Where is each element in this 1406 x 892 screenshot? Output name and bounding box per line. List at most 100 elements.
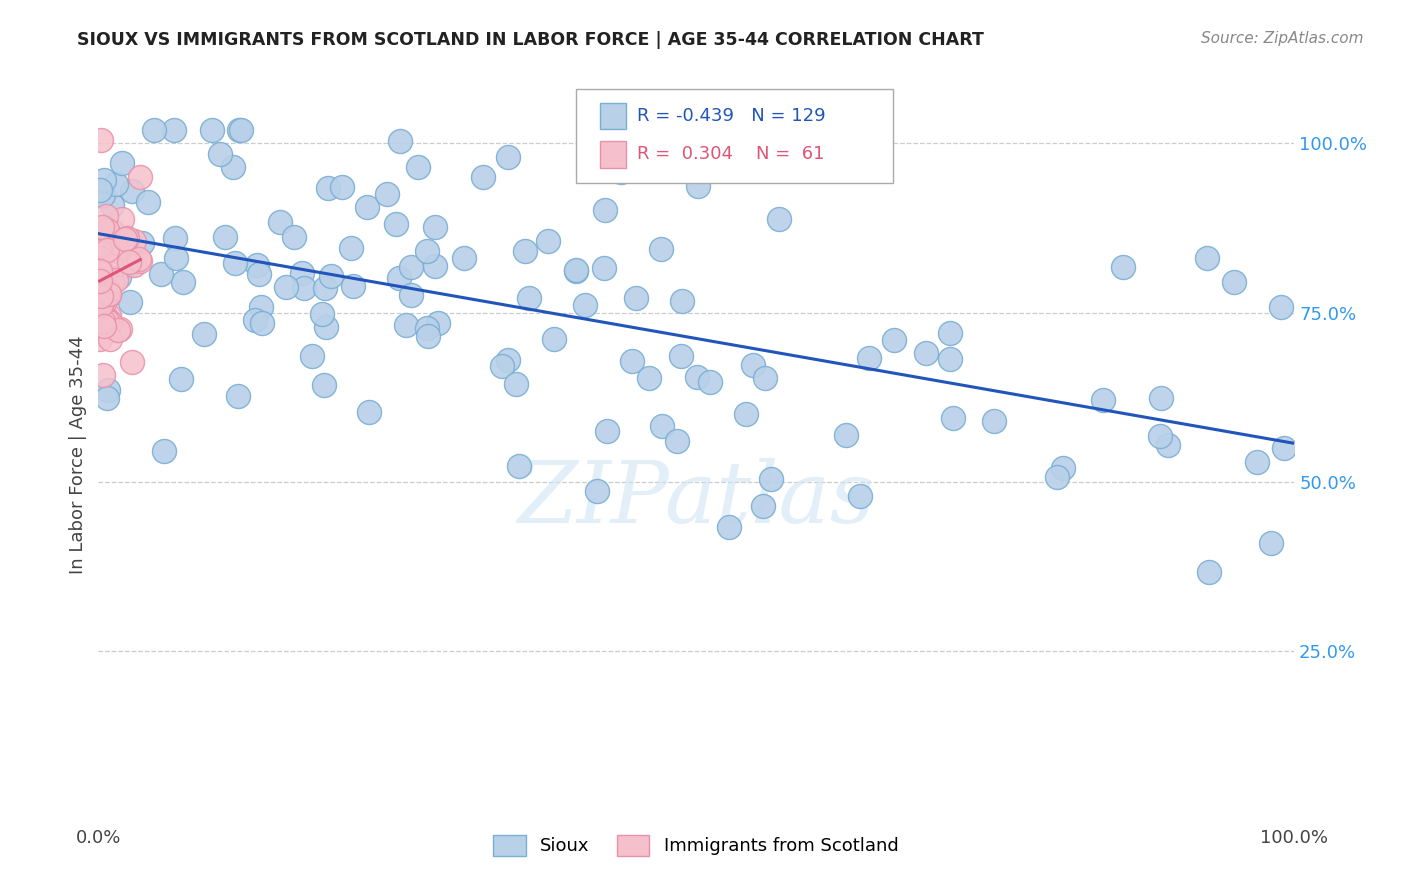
Point (89, 261, 111, 276)
Point (513, 244, 536, 258)
Point (129, 253, 152, 268)
Point (114, 232, 136, 246)
Point (1260, 535, 1282, 549)
Point (1272, 441, 1295, 455)
Point (741, 359, 763, 373)
Point (416, 320, 439, 334)
Point (637, 371, 659, 385)
Point (315, 320, 337, 334)
Point (519, 291, 541, 305)
Point (1149, 429, 1171, 443)
Point (388, 271, 411, 285)
Point (593, 203, 616, 218)
Point (111, 212, 134, 227)
Point (163, 230, 186, 244)
Point (93, 318, 115, 333)
Point (1270, 301, 1292, 315)
Text: R =  0.304    N =  61: R = 0.304 N = 61 (637, 145, 824, 163)
Point (96, 244, 118, 258)
Point (245, 313, 267, 327)
Point (98, 230, 121, 244)
Point (339, 241, 361, 255)
Point (754, 371, 776, 385)
Point (1046, 470, 1069, 484)
Point (97, 383, 120, 397)
Point (214, 230, 236, 244)
Point (624, 291, 647, 305)
Point (90, 236, 112, 251)
Point (90, 133, 112, 147)
Point (543, 332, 565, 346)
Point (342, 279, 364, 293)
Text: ZIPatlas: ZIPatlas (517, 458, 875, 541)
Point (90, 289, 112, 303)
Point (1112, 260, 1135, 274)
Point (1150, 391, 1173, 405)
Point (89, 274, 111, 288)
Point (89, 244, 111, 258)
Point (226, 389, 249, 403)
Point (596, 424, 619, 438)
Point (128, 252, 150, 266)
Point (165, 251, 187, 265)
Point (1052, 461, 1074, 475)
Point (117, 258, 139, 272)
Point (759, 472, 782, 486)
Point (418, 328, 440, 343)
Point (121, 355, 143, 369)
Point (89, 286, 111, 301)
Point (96, 312, 118, 326)
Point (201, 123, 224, 137)
Point (90, 233, 112, 247)
Point (228, 123, 250, 137)
Point (111, 156, 134, 170)
Point (89, 183, 111, 197)
Point (131, 235, 153, 250)
Point (1157, 438, 1180, 452)
Point (505, 376, 527, 391)
Point (651, 419, 673, 434)
Point (91, 314, 114, 328)
Point (93, 173, 115, 187)
Point (666, 434, 689, 448)
Point (120, 294, 142, 309)
Point (93, 243, 115, 257)
Point (224, 255, 246, 269)
Point (574, 298, 596, 312)
Point (686, 369, 709, 384)
Point (101, 275, 124, 289)
Point (1198, 566, 1220, 580)
Point (983, 414, 1005, 428)
Point (389, 134, 412, 148)
Y-axis label: In Labor Force | Age 35-44: In Labor Force | Age 35-44 (69, 335, 87, 574)
Point (101, 231, 124, 245)
Point (883, 333, 905, 347)
Point (717, 520, 740, 534)
Point (915, 345, 938, 359)
Point (752, 499, 775, 513)
Point (423, 259, 446, 273)
Point (121, 184, 143, 198)
Point (143, 123, 166, 137)
Point (283, 230, 305, 244)
Point (89, 293, 111, 307)
Point (565, 262, 588, 277)
Point (375, 187, 398, 202)
Text: SIOUX VS IMMIGRANTS FROM SCOTLAND IN LABOR FORCE | AGE 35-44 CORRELATION CHART: SIOUX VS IMMIGRANTS FROM SCOTLAND IN LAB… (77, 31, 984, 49)
Point (94, 239, 117, 253)
Point (172, 275, 194, 289)
Point (699, 376, 721, 390)
Point (89, 332, 111, 346)
Point (356, 200, 378, 214)
Point (91, 368, 114, 382)
Point (359, 405, 381, 419)
Point (688, 179, 710, 194)
Point (90, 298, 112, 312)
Point (321, 268, 343, 283)
Point (115, 231, 138, 245)
Point (94, 209, 117, 223)
Point (229, 123, 252, 137)
Point (89, 286, 111, 301)
Point (89, 251, 111, 265)
Point (312, 378, 335, 392)
